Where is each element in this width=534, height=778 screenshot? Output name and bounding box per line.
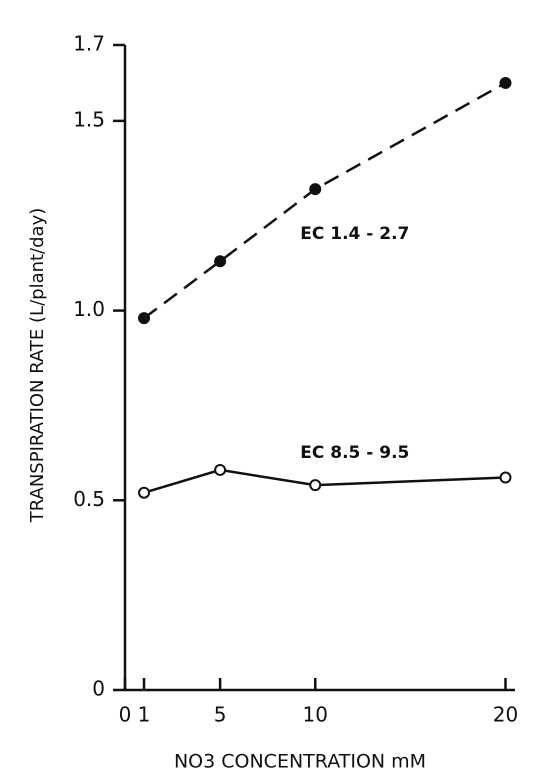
- data-point: [215, 465, 225, 475]
- x-tick-label: 0: [119, 703, 132, 727]
- x-axis-label: NO3 CONCENTRATION mM: [174, 751, 426, 773]
- y-tick-label: 1.5: [73, 107, 105, 131]
- x-tick-label: 20: [493, 703, 518, 727]
- series-line: [144, 83, 505, 318]
- series-label: EC 8.5 - 9.5: [300, 443, 409, 463]
- y-axis-label: TRANSPIRATION RATE (L/plant/day): [27, 208, 48, 524]
- x-tick-label: 1: [138, 703, 151, 727]
- chart: TRANSPIRATION RATE (L/plant/day) NO3 CON…: [0, 0, 534, 778]
- series-label: EC 1.4 - 2.7: [300, 224, 409, 244]
- data-point: [310, 184, 320, 194]
- data-point: [500, 473, 510, 483]
- y-tick-label: 1.0: [73, 297, 105, 321]
- y-tick-label: 0.5: [73, 487, 105, 511]
- data-point: [139, 313, 149, 323]
- x-tick-label: 10: [303, 703, 328, 727]
- series-line: [144, 470, 505, 493]
- data-point: [500, 78, 510, 88]
- data-point: [139, 488, 149, 498]
- data-point: [310, 480, 320, 490]
- x-tick-label: 5: [214, 703, 227, 727]
- y-tick-label: 1.7: [73, 32, 105, 56]
- data-point: [215, 256, 225, 266]
- y-tick-label: 0: [92, 677, 105, 701]
